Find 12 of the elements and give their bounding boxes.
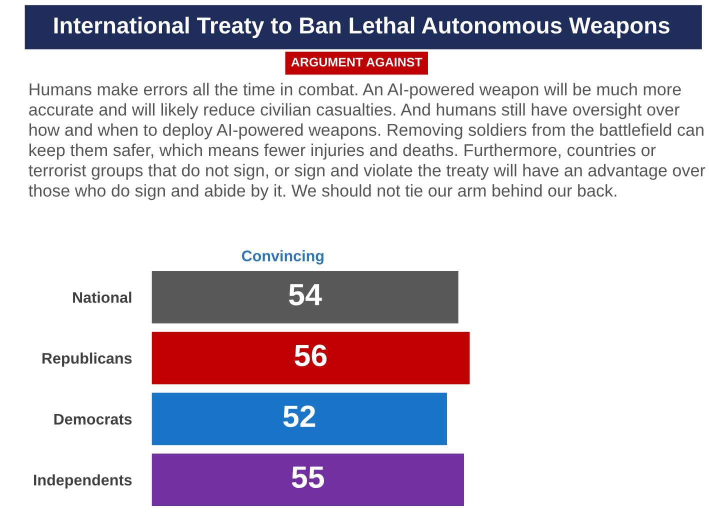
data-label: 56 [294, 344, 327, 366]
y-tick-label: National [73, 292, 132, 303]
y-tick-label: Democrats [54, 414, 132, 425]
data-label: 54 [288, 284, 322, 306]
text: Humans make errors all the time in combat. An AI-powered weapon will be much more accurate and will likely reduce civilian casualties. And humans still have oversight over how and when to deploy AI-powered weapons. Removing soldiers from the battlefield can keep them safer, which means fewer injuries and deaths. Furthermore, countries or terrorist groups that do not sign, or sign and violate the treaty will have an advantage over those who do sign and abide by it. We should not tie our arm behind our back. [28, 82, 706, 200]
data-label: 52 [283, 406, 316, 428]
y-tick-label: Republicans [42, 352, 132, 367]
chart-title: International Treaty to Ban Lethal Autonomous Weapons [54, 16, 670, 38]
x-axis-title: Convincing [242, 250, 324, 264]
chart-subtitle: ARGUMENT AGAINST [291, 58, 422, 67]
y-tick-label: Independents [34, 474, 132, 489]
data-label: 55 [292, 466, 324, 488]
